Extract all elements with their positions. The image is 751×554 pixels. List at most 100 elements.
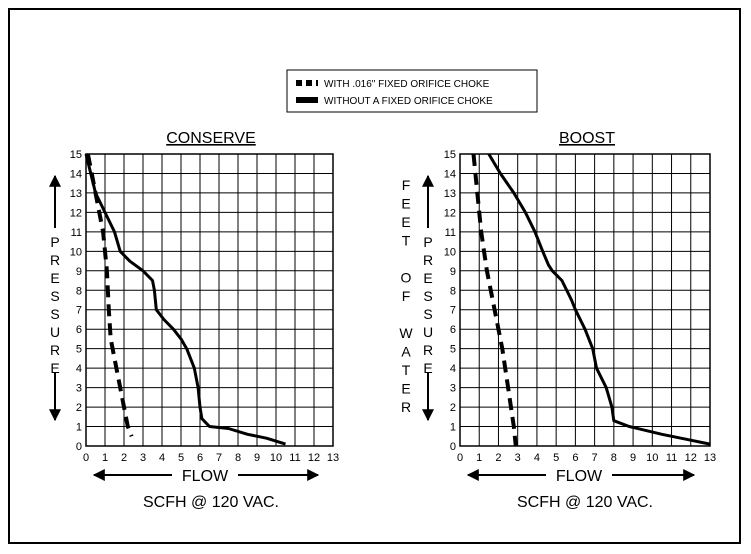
right-subtitle: SCFH @ 120 VAC.	[517, 494, 653, 511]
pressure-letter: R	[50, 342, 60, 358]
pressure-letter: R	[423, 252, 433, 268]
x-tick-label: 9	[630, 452, 636, 464]
feet-of-water-letter: A	[401, 344, 411, 360]
series-line-with-choke	[471, 153, 518, 447]
y-tick-label: 10	[70, 246, 82, 258]
left-subtitle: SCFH @ 120 VAC.	[143, 494, 279, 511]
chart-title-boost: BOOST	[559, 130, 615, 147]
y-tick-label: 1	[450, 422, 456, 434]
legend-label-dashed: WITH .016" FIXED ORIFICE CHOKE	[324, 79, 490, 90]
left-flow-label: FLOW	[182, 468, 229, 485]
x-tick-label: 6	[197, 452, 203, 464]
y-tick-label: 4	[450, 363, 456, 375]
y-tick-label: 13	[70, 188, 82, 200]
y-tick-label: 10	[444, 246, 456, 258]
chart-conserve: CONSERVE 0 1 2 3 4 5 6 7 8 9 10 11 12 130123456789101…	[70, 130, 339, 464]
pressure-letter: U	[423, 324, 433, 340]
x-tick-label: 3	[515, 452, 521, 464]
y-tick-label: 5	[450, 344, 456, 356]
y-tick-label: 4	[76, 363, 82, 375]
pressure-letter: E	[50, 270, 59, 286]
y-tick-label: 8	[76, 285, 82, 297]
series-line-with-choke	[85, 153, 134, 438]
feet-of-water-letter: O	[401, 270, 412, 286]
pressure-letter: E	[423, 270, 432, 286]
feet-of-water-letter: W	[399, 325, 413, 341]
feet-of-water-letter: E	[401, 381, 410, 397]
x-tick-label: 3	[140, 452, 146, 464]
x-tick-label: 6	[572, 452, 578, 464]
x-tick-label: 2	[121, 452, 127, 464]
y-tick-label: 9	[450, 266, 456, 278]
y-tick-label: 12	[444, 207, 456, 219]
pressure-letter: S	[423, 306, 432, 322]
y-tick-label: 14	[444, 168, 456, 180]
x-tick-label: 1	[102, 452, 108, 464]
pressure-letter: S	[423, 288, 432, 304]
x-tick-label: 1	[476, 452, 482, 464]
x-tick-label: 5	[178, 452, 184, 464]
x-tick-label: 0	[457, 452, 463, 464]
legend: WITH .016" FIXED ORIFICE CHOKE WITHOUT A…	[286, 69, 538, 113]
feet-of-water-letter: F	[402, 177, 411, 193]
y-tick-label: 2	[450, 402, 456, 414]
feet-of-water-letter: R	[401, 399, 411, 415]
chart-boost: BOOST 0 1 2 3 4 5 6 7 8 9 10 11 12 130123456789101112…	[444, 130, 716, 464]
legend-label-solid: WITHOUT A FIXED ORIFICE CHOKE	[324, 96, 493, 107]
x-tick-label: 11	[666, 452, 677, 464]
plot-area	[85, 153, 334, 447]
y-tick-label: 9	[76, 266, 82, 278]
x-tick-label: 7	[592, 452, 598, 464]
right-flow-label: FLOW	[556, 468, 603, 485]
feet-of-water-letter: T	[402, 362, 411, 378]
y-tick-label: 3	[76, 383, 82, 395]
pressure-letter: U	[50, 324, 60, 340]
x-tick-label: 8	[235, 452, 241, 464]
figure-frame	[8, 8, 741, 544]
y-tick-label: 15	[444, 149, 456, 161]
pressure-letter: E	[423, 360, 432, 376]
y-tick-label: 6	[76, 324, 82, 336]
x-tick-label: 10	[646, 452, 658, 464]
x-tick-label: 12	[685, 452, 697, 464]
x-tick-label: 10	[270, 452, 282, 464]
x-tick-label: 13	[704, 452, 716, 464]
y-tick-label: 2	[76, 402, 82, 414]
y-tick-label: 8	[450, 285, 456, 297]
chart-title-conserve: CONSERVE	[166, 130, 256, 147]
series-line-without-choke	[487, 153, 711, 446]
x-tick-label: 12	[308, 452, 320, 464]
y-tick-label: 6	[450, 324, 456, 336]
y-tick-label: 15	[70, 149, 82, 161]
x-tick-label: 9	[254, 452, 260, 464]
x-tick-label: 2	[495, 452, 501, 464]
x-tick-label: 5	[553, 452, 559, 464]
pressure-letter: S	[50, 306, 59, 322]
pressure-letter: P	[423, 234, 432, 250]
y-tick-label: 1	[76, 422, 82, 434]
pressure-letter: S	[50, 288, 59, 304]
x-tick-label: 11	[289, 452, 300, 464]
pressure-letter: R	[50, 252, 60, 268]
y-tick-label: 11	[445, 227, 456, 239]
x-tick-label: 4	[534, 452, 540, 464]
x-tick-label: 4	[159, 452, 165, 464]
y-tick-label: 5	[76, 344, 82, 356]
feet-of-water-letter: T	[402, 233, 411, 249]
y-tick-label: 13	[444, 188, 456, 200]
feet-of-water-letter: F	[402, 288, 411, 304]
feet-of-water-letter: E	[401, 196, 410, 212]
y-tick-label: 7	[450, 305, 456, 317]
y-tick-label: 12	[70, 207, 82, 219]
pressure-letter: P	[50, 234, 59, 250]
y-tick-label: 0	[76, 441, 82, 453]
x-tick-label: 13	[327, 452, 339, 464]
y-tick-label: 11	[71, 227, 82, 239]
series-line-without-choke	[84, 153, 286, 446]
pressure-letter: R	[423, 342, 433, 358]
plot-area	[459, 153, 711, 447]
y-tick-label: 14	[70, 168, 82, 180]
